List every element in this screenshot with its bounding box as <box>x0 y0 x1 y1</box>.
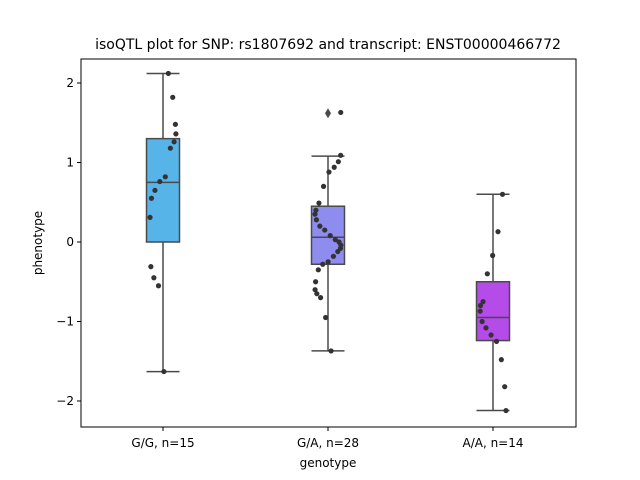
data-point <box>320 183 327 189</box>
data-point <box>161 368 167 375</box>
data-point <box>320 261 326 267</box>
data-point <box>313 207 319 213</box>
y-tick-label: −2 <box>56 394 74 408</box>
data-point <box>338 152 344 158</box>
x-axis-label: genotype <box>300 456 357 470</box>
data-point <box>484 271 490 277</box>
data-point <box>335 159 341 165</box>
data-point <box>331 164 337 170</box>
data-point <box>330 253 337 259</box>
data-point <box>483 325 489 331</box>
data-point <box>323 314 329 321</box>
x-tick-label: G/A, n=28 <box>297 436 359 450</box>
y-tick-label: 1 <box>66 156 74 170</box>
data-point <box>499 191 506 197</box>
data-point <box>312 287 318 293</box>
data-point <box>165 70 171 77</box>
y-tick-label: 2 <box>66 76 74 90</box>
data-point <box>335 248 341 255</box>
data-point <box>322 227 328 233</box>
chart-title: isoQTL plot for SNP: rs1807692 and trans… <box>95 37 561 53</box>
data-point <box>325 259 331 265</box>
data-point <box>332 237 338 243</box>
data-point <box>490 252 496 259</box>
data-point <box>328 348 334 354</box>
data-point <box>147 214 153 220</box>
data-point <box>327 233 333 239</box>
data-point <box>312 211 318 217</box>
data-point <box>157 178 163 185</box>
data-point <box>148 195 155 201</box>
data-point <box>316 200 322 206</box>
y-axis-label: phenotype <box>31 211 45 275</box>
x-tick-label: G/G, n=15 <box>131 436 194 450</box>
y-tick-label: −1 <box>56 315 74 329</box>
data-point <box>477 303 484 309</box>
data-point <box>315 267 321 273</box>
data-point <box>477 308 483 314</box>
data-point <box>171 139 177 145</box>
data-point <box>317 295 324 301</box>
data-point <box>493 338 500 344</box>
outlier-marker <box>325 108 331 119</box>
data-point <box>148 264 154 270</box>
data-point <box>479 318 485 325</box>
data-point <box>488 332 494 338</box>
data-point <box>152 187 158 193</box>
x-tick-label: A/A, n=14 <box>462 436 523 450</box>
data-point <box>172 121 179 127</box>
data-point <box>326 169 332 175</box>
data-point <box>167 145 173 151</box>
plot-area-frame <box>80 58 577 428</box>
data-point <box>503 407 509 414</box>
data-point <box>162 174 168 180</box>
data-point <box>151 275 157 281</box>
box <box>145 137 181 243</box>
data-point <box>173 131 179 137</box>
y-tick-label: 0 <box>66 235 74 249</box>
data-point <box>498 357 504 363</box>
data-point <box>314 291 320 297</box>
data-point <box>338 109 344 116</box>
data-point <box>155 283 162 289</box>
data-point <box>317 223 323 229</box>
data-point <box>313 279 319 285</box>
data-point <box>495 229 501 235</box>
data-point <box>502 384 508 390</box>
data-point <box>480 299 486 305</box>
data-point <box>170 94 176 100</box>
data-point <box>313 217 320 223</box>
